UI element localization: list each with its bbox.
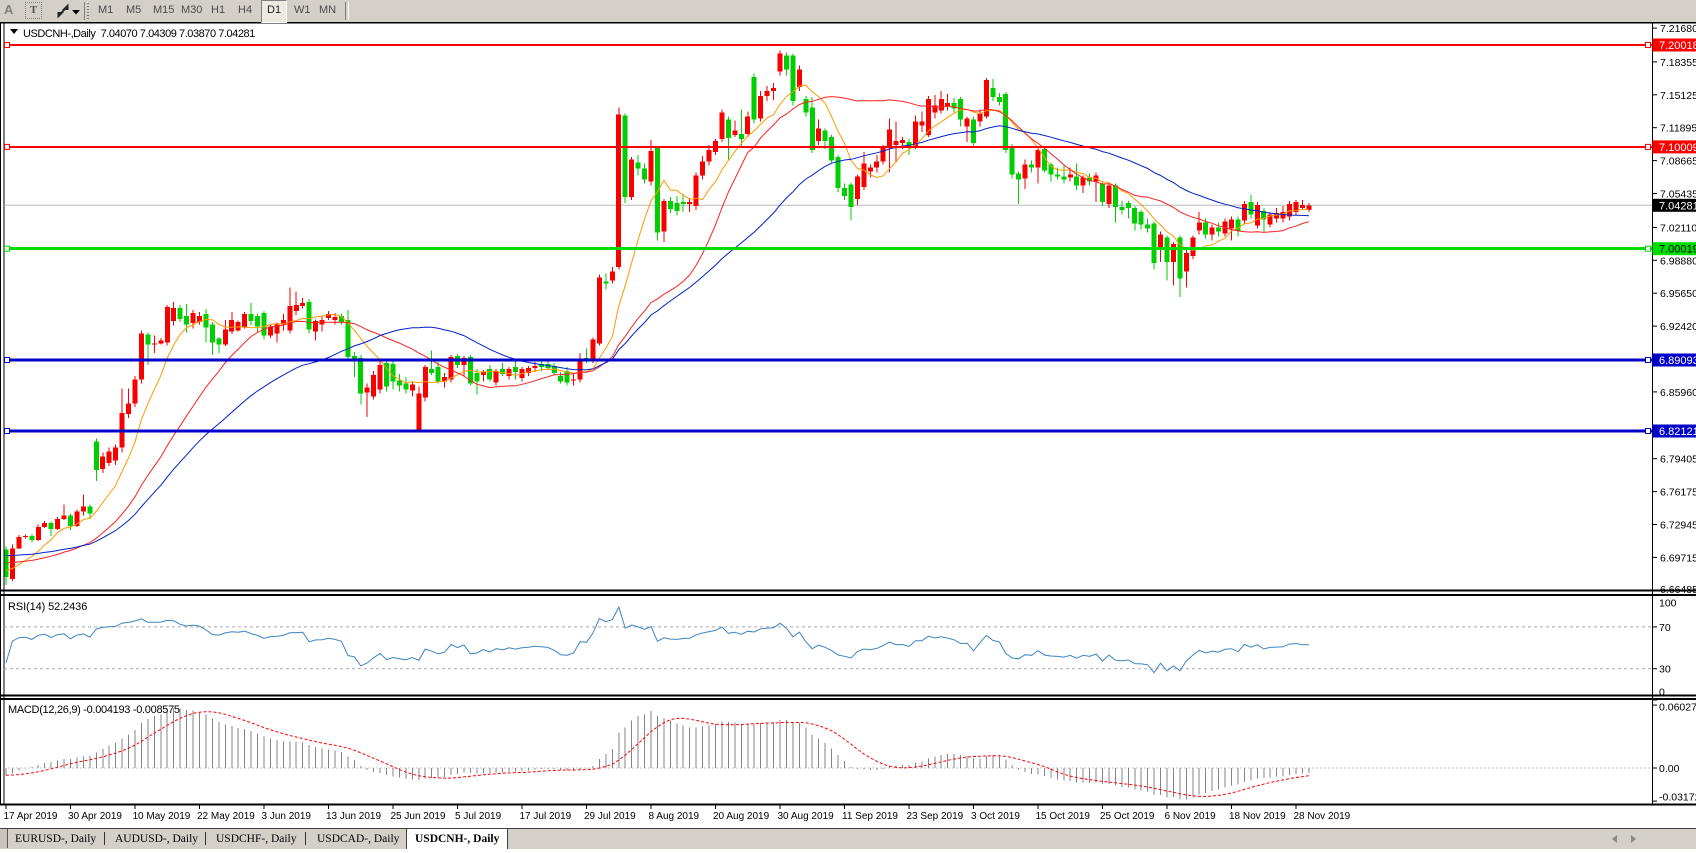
svg-text:3 Jun 2019: 3 Jun 2019 (262, 811, 312, 822)
svg-text:25 Oct 2019: 25 Oct 2019 (1100, 811, 1155, 822)
svg-text:MACD(12,26,9) -0.004193 -0.008: MACD(12,26,9) -0.004193 -0.008575 (8, 704, 180, 716)
svg-text:6.66485: 6.66485 (1660, 584, 1696, 596)
svg-text:6.82121: 6.82121 (1659, 426, 1696, 438)
svg-text:7.11895: 7.11895 (1660, 123, 1696, 135)
svg-text:6.72945: 6.72945 (1660, 520, 1696, 532)
svg-text:6 Nov 2019: 6 Nov 2019 (1165, 811, 1217, 822)
svg-text:USDCNH-,Daily 7.04070 7.04309: USDCNH-,Daily 7.04070 7.04309 7.03870 7.… (23, 28, 255, 40)
svg-text:7.00019: 7.00019 (1659, 244, 1696, 256)
svg-text:0.00: 0.00 (1659, 763, 1680, 775)
svg-text:0.060273: 0.060273 (1659, 702, 1696, 714)
svg-text:6.69715: 6.69715 (1660, 552, 1696, 564)
svg-text:11 Sep 2019: 11 Sep 2019 (842, 811, 898, 822)
svg-text:RSI(14) 52.2436: RSI(14) 52.2436 (8, 601, 87, 613)
svg-text:30 Aug 2019: 30 Aug 2019 (778, 811, 835, 822)
svg-text:7.15125: 7.15125 (1660, 90, 1696, 102)
svg-text:8 Aug 2019: 8 Aug 2019 (649, 811, 700, 822)
svg-text:13 Jun 2019: 13 Jun 2019 (326, 811, 381, 822)
svg-text:6.85960: 6.85960 (1660, 387, 1696, 399)
svg-text:6.95650: 6.95650 (1660, 288, 1696, 300)
svg-text:25 Jun 2019: 25 Jun 2019 (391, 811, 446, 822)
svg-text:29 Jul 2019: 29 Jul 2019 (584, 811, 636, 822)
svg-text:17 Jul 2019: 17 Jul 2019 (520, 811, 572, 822)
svg-text:18 Nov 2019: 18 Nov 2019 (1229, 811, 1286, 822)
svg-text:7.08665: 7.08665 (1660, 156, 1696, 168)
svg-text:6.92420: 6.92420 (1660, 321, 1696, 333)
svg-text:0: 0 (1659, 687, 1665, 699)
svg-text:7.05435: 7.05435 (1660, 189, 1696, 201)
svg-text:23 Sep 2019: 23 Sep 2019 (907, 811, 964, 822)
svg-text:3 Oct 2019: 3 Oct 2019 (971, 811, 1020, 822)
svg-text:20 Aug 2019: 20 Aug 2019 (713, 811, 770, 822)
svg-text:7.10009: 7.10009 (1659, 142, 1696, 154)
svg-text:30 Apr 2019: 30 Apr 2019 (68, 811, 122, 822)
svg-text:30: 30 (1659, 664, 1671, 676)
svg-text:7.04281: 7.04281 (1659, 200, 1696, 212)
svg-text:-0.031725: -0.031725 (1659, 792, 1696, 804)
svg-text:5 Jul 2019: 5 Jul 2019 (455, 811, 502, 822)
svg-text:6.98880: 6.98880 (1660, 255, 1696, 267)
svg-text:28 Nov 2019: 28 Nov 2019 (1294, 811, 1351, 822)
svg-text:22 May 2019: 22 May 2019 (197, 811, 255, 822)
svg-text:15 Oct 2019: 15 Oct 2019 (1036, 811, 1091, 822)
svg-text:7.20018: 7.20018 (1659, 40, 1696, 52)
svg-text:6.89093: 6.89093 (1659, 355, 1696, 367)
svg-text:7.21680: 7.21680 (1660, 23, 1696, 35)
svg-text:10 May 2019: 10 May 2019 (133, 811, 191, 822)
svg-text:6.76175: 6.76175 (1660, 487, 1696, 499)
svg-text:17 Apr 2019: 17 Apr 2019 (4, 811, 58, 822)
svg-text:7.18355: 7.18355 (1660, 57, 1696, 69)
svg-text:70: 70 (1659, 622, 1671, 634)
svg-text:100: 100 (1659, 598, 1677, 610)
svg-text:6.79405: 6.79405 (1660, 454, 1696, 466)
svg-text:7.02110: 7.02110 (1660, 222, 1696, 234)
